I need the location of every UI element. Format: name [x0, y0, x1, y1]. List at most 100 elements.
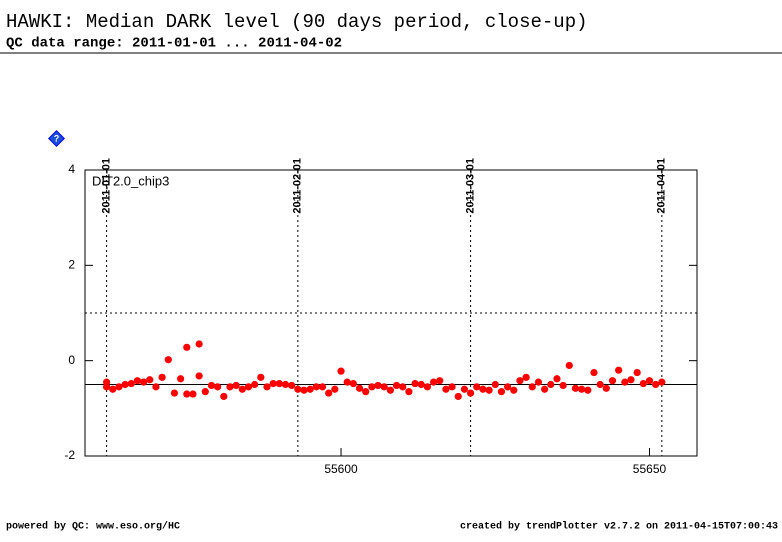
point	[541, 385, 549, 393]
chart-title: HAWKI: Median DARK level (90 days period…	[6, 11, 588, 33]
point	[485, 386, 493, 394]
point	[140, 378, 148, 386]
point	[152, 383, 160, 391]
point	[325, 389, 333, 397]
point	[652, 380, 660, 389]
point	[214, 383, 222, 391]
point	[442, 385, 450, 393]
point	[127, 379, 135, 388]
point	[269, 379, 277, 388]
point	[516, 377, 524, 385]
point	[109, 385, 117, 393]
x-tick-label: 55650	[633, 462, 667, 476]
chart-subtitle: QC data range: 2011-01-01 ... 2011-04-02	[6, 36, 342, 52]
point	[547, 380, 555, 389]
point	[633, 368, 641, 377]
point	[288, 381, 296, 390]
point	[238, 385, 246, 393]
point	[115, 383, 123, 391]
point	[479, 385, 487, 393]
point	[436, 377, 444, 385]
point	[312, 383, 320, 391]
point	[343, 378, 351, 386]
help-icon[interactable]: ?	[48, 130, 65, 147]
point	[658, 378, 666, 386]
point	[491, 380, 499, 389]
point	[300, 386, 308, 394]
point	[590, 368, 598, 377]
point	[170, 389, 179, 397]
point	[294, 385, 302, 393]
point	[596, 380, 604, 389]
point	[349, 379, 357, 388]
point	[615, 366, 623, 374]
point	[429, 378, 438, 386]
point	[504, 383, 512, 391]
point	[201, 388, 209, 396]
point	[627, 376, 635, 384]
point	[318, 383, 327, 391]
point	[405, 388, 413, 396]
point	[244, 383, 253, 391]
point	[460, 385, 469, 393]
y-tick-label: 0	[68, 353, 75, 367]
point	[374, 381, 382, 390]
point	[207, 381, 216, 390]
footer-left: powered by QC: www.eso.org/HC	[6, 521, 180, 533]
point	[565, 361, 573, 370]
point	[195, 372, 203, 380]
point	[522, 373, 530, 381]
point	[417, 380, 425, 389]
point	[232, 381, 240, 390]
point	[386, 386, 394, 394]
point	[368, 383, 376, 391]
point	[497, 388, 506, 396]
point	[275, 379, 283, 388]
point	[331, 385, 339, 393]
help-text[interactable]: ?	[54, 133, 60, 143]
point	[183, 343, 191, 351]
point	[306, 385, 314, 393]
point	[133, 377, 142, 385]
point	[411, 379, 419, 388]
point	[337, 367, 345, 375]
point	[362, 388, 370, 396]
point	[355, 384, 364, 392]
annotation: DIT2.0_chip3	[92, 173, 169, 188]
point	[251, 380, 259, 389]
point	[559, 381, 567, 390]
point	[399, 383, 407, 391]
point	[380, 383, 388, 391]
point	[602, 384, 610, 392]
help-diamond[interactable]	[48, 130, 65, 147]
point	[584, 386, 592, 394]
point	[392, 381, 401, 390]
point	[177, 375, 185, 383]
y-tick-label: -2	[64, 448, 75, 462]
y-tick-label: 2	[68, 258, 75, 272]
footer-right: created by trendPlotter v2.7.2 on 2011-0…	[460, 521, 778, 533]
point	[528, 383, 536, 391]
point	[102, 383, 111, 391]
point	[466, 389, 475, 397]
point	[226, 383, 234, 391]
point	[263, 383, 271, 391]
point	[534, 378, 543, 386]
y-tick-label: 4	[68, 162, 75, 176]
point	[454, 392, 462, 401]
point	[121, 380, 129, 389]
point	[146, 376, 154, 384]
point	[189, 390, 197, 398]
point	[220, 392, 228, 401]
point	[621, 378, 629, 386]
point	[158, 373, 166, 381]
point	[639, 379, 647, 388]
point	[645, 377, 654, 385]
point	[164, 356, 172, 364]
x-tick-label: 55600	[324, 462, 358, 476]
point	[473, 383, 481, 391]
point	[510, 386, 518, 394]
point	[571, 384, 580, 392]
point	[578, 385, 586, 393]
point	[195, 340, 203, 348]
